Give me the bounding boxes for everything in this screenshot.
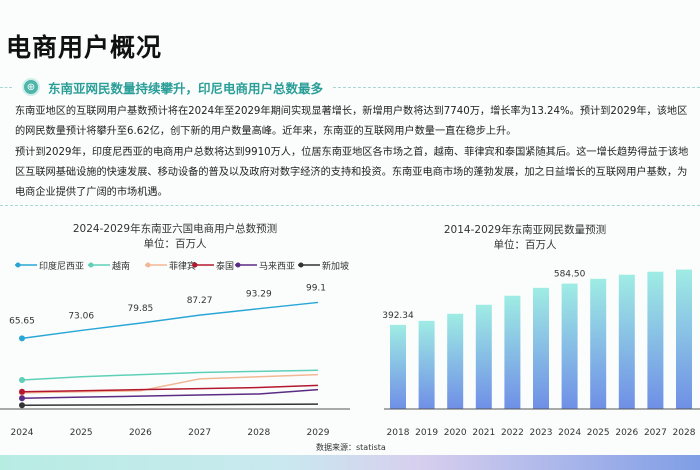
x-tick-label: 2027 xyxy=(644,428,667,438)
bar xyxy=(533,287,549,409)
x-tick-label: 2020 xyxy=(444,428,467,438)
bar xyxy=(475,304,492,409)
bar xyxy=(447,313,464,409)
x-tick-label: 2027 xyxy=(188,428,211,438)
chart-title: 2014-2029年东南亚网民数量预测 xyxy=(444,223,606,236)
legend-label: 菲律宾 xyxy=(169,260,196,272)
legend-marker xyxy=(192,262,198,268)
data-label: 93.29 xyxy=(246,290,272,300)
bar xyxy=(504,295,521,409)
data-point xyxy=(19,388,25,395)
chart-subtitle: 单位：百万人 xyxy=(144,237,207,250)
paragraph: 东南亚地区的互联网用户基数预计将在2024年至2029年期间实现显著增长，新增用… xyxy=(15,106,688,138)
bar xyxy=(418,320,435,409)
section-header: ⊕ 东南亚网民数量持续攀升，印尼电商用户总数最多 xyxy=(0,77,700,97)
data-point xyxy=(19,395,25,402)
legend-label: 印度尼西亚 xyxy=(39,260,84,272)
body-text: 东南亚地区的互联网用户基数预计将在2024年至2029年期间实现显著增长，新增用… xyxy=(15,102,690,203)
x-tick-label: 2028 xyxy=(673,428,696,438)
x-tick-label: 2022 xyxy=(501,428,524,438)
x-tick-label: 2029 xyxy=(307,428,330,438)
x-tick-label: 2021 xyxy=(472,428,495,438)
globe-badge-icon: ⊕ xyxy=(22,78,40,96)
legend-marker xyxy=(15,262,21,268)
series-line xyxy=(21,384,319,393)
x-tick-label: 2019 xyxy=(415,428,438,438)
chart-title: 2024-2029年东南亚六国电商用户总数预测 xyxy=(73,222,277,235)
series-line xyxy=(21,369,319,381)
bar xyxy=(390,324,406,409)
x-tick-label: 2026 xyxy=(129,428,152,438)
data-point xyxy=(19,335,25,342)
legend-marker xyxy=(145,262,151,268)
legend-marker xyxy=(88,262,94,268)
data-label: 87.27 xyxy=(187,296,213,306)
chart-subtitle: 单位：百万人 xyxy=(494,238,557,251)
data-point xyxy=(19,402,25,409)
x-tick-label: 2025 xyxy=(70,428,93,438)
data-label: 65.65 xyxy=(9,316,35,326)
data-label: 584.50 xyxy=(554,270,586,280)
x-tick-label: 2024 xyxy=(11,428,34,438)
bar xyxy=(618,274,635,409)
x-tick-label: 2028 xyxy=(247,428,270,438)
legend-label: 马来西亚 xyxy=(259,261,295,272)
divider xyxy=(0,205,700,206)
data-label: 73.06 xyxy=(68,311,94,321)
bar xyxy=(590,278,607,409)
series-line xyxy=(21,403,319,406)
series-line xyxy=(21,373,319,394)
divider xyxy=(333,86,700,88)
x-tick-label: 2024 xyxy=(558,428,581,438)
section-title: 东南亚网民数量持续攀升，印尼电商用户总数最多 xyxy=(48,80,324,96)
divider xyxy=(0,86,12,88)
bar xyxy=(561,283,578,409)
data-label: 79.85 xyxy=(128,304,154,314)
legend-label: 泰国 xyxy=(216,260,234,272)
legend-marker xyxy=(235,262,241,268)
x-tick-label: 2023 xyxy=(530,428,553,438)
x-tick-label: 2018 xyxy=(387,428,410,438)
data-source: 数据来源：statista xyxy=(316,443,386,452)
series-line xyxy=(21,388,319,399)
series-line xyxy=(21,301,319,340)
page-title: 电商用户概况 xyxy=(6,33,163,62)
x-tick-label: 2026 xyxy=(615,428,638,438)
bar xyxy=(676,269,692,409)
legend-label: 越南 xyxy=(112,260,130,272)
data-label: 99.1 xyxy=(306,283,326,293)
legend-marker xyxy=(298,262,304,268)
data-label: 392.34 xyxy=(382,311,414,321)
bar xyxy=(647,271,664,409)
data-point xyxy=(19,376,25,383)
x-tick-label: 2025 xyxy=(587,428,610,438)
footer-band xyxy=(0,455,700,470)
paragraph: 预计到2029年，印度尼西亚的电商用户总数将达到9910万人，位居东南亚地区各市… xyxy=(15,146,689,199)
legend-label: 新加坡 xyxy=(322,260,349,272)
